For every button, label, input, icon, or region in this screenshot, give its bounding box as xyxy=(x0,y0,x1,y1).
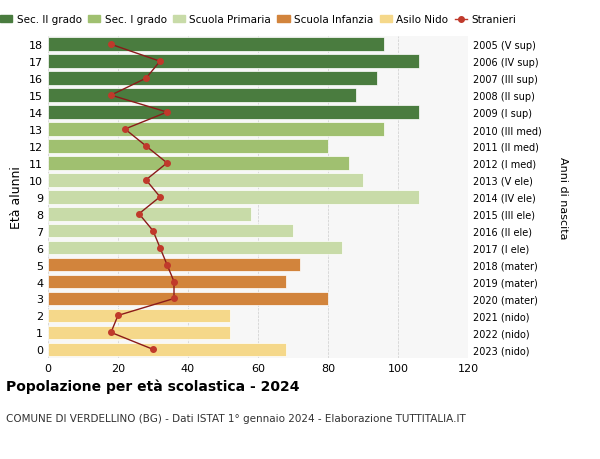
Bar xyxy=(48,190,419,204)
Legend: Sec. II grado, Sec. I grado, Scuola Primaria, Scuola Infanzia, Asilo Nido, Stran: Sec. II grado, Sec. I grado, Scuola Prim… xyxy=(0,15,516,25)
Y-axis label: Anni di nascita: Anni di nascita xyxy=(558,156,568,239)
Bar xyxy=(48,326,230,339)
Bar xyxy=(48,241,342,255)
Bar xyxy=(48,207,251,221)
Bar xyxy=(48,309,230,323)
Bar xyxy=(48,39,384,52)
Bar xyxy=(48,140,328,153)
Bar xyxy=(48,174,363,187)
Bar xyxy=(48,343,286,356)
Bar xyxy=(48,106,419,120)
Bar xyxy=(48,123,384,136)
Text: COMUNE DI VERDELLINO (BG) - Dati ISTAT 1° gennaio 2024 - Elaborazione TUTTITALIA: COMUNE DI VERDELLINO (BG) - Dati ISTAT 1… xyxy=(6,413,466,423)
Bar xyxy=(48,56,419,69)
Bar xyxy=(48,258,300,272)
Bar xyxy=(48,72,377,86)
Bar xyxy=(48,89,356,103)
Bar xyxy=(48,275,286,289)
Bar xyxy=(48,292,328,306)
Y-axis label: Età alunni: Età alunni xyxy=(10,166,23,229)
Text: Popolazione per età scolastica - 2024: Popolazione per età scolastica - 2024 xyxy=(6,379,299,393)
Bar xyxy=(48,224,293,238)
Bar xyxy=(48,157,349,170)
